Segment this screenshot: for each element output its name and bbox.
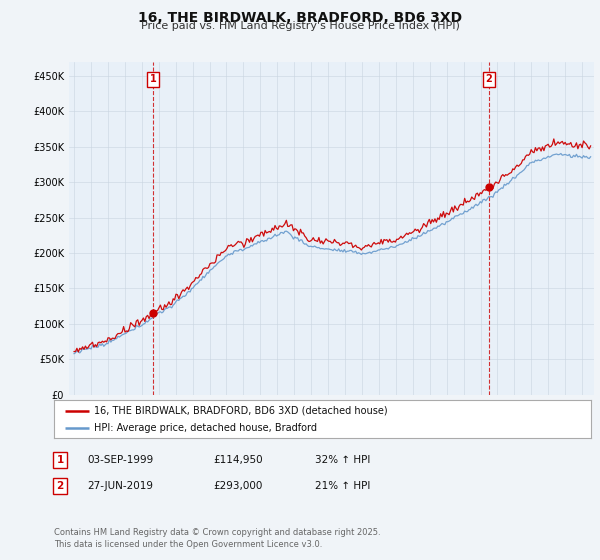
Text: 2: 2 <box>56 481 64 491</box>
Text: 16, THE BIRDWALK, BRADFORD, BD6 3XD (detached house): 16, THE BIRDWALK, BRADFORD, BD6 3XD (det… <box>94 405 388 416</box>
Text: HPI: Average price, detached house, Bradford: HPI: Average price, detached house, Brad… <box>94 423 317 433</box>
Text: 27-JUN-2019: 27-JUN-2019 <box>87 481 153 491</box>
Text: 16, THE BIRDWALK, BRADFORD, BD6 3XD: 16, THE BIRDWALK, BRADFORD, BD6 3XD <box>138 11 462 25</box>
Text: £293,000: £293,000 <box>213 481 262 491</box>
Text: Contains HM Land Registry data © Crown copyright and database right 2025.
This d: Contains HM Land Registry data © Crown c… <box>54 528 380 549</box>
Text: 2: 2 <box>485 74 493 85</box>
Text: £114,950: £114,950 <box>213 455 263 465</box>
Text: 32% ↑ HPI: 32% ↑ HPI <box>315 455 370 465</box>
Text: 1: 1 <box>56 455 64 465</box>
Text: 03-SEP-1999: 03-SEP-1999 <box>87 455 153 465</box>
Text: 21% ↑ HPI: 21% ↑ HPI <box>315 481 370 491</box>
Text: 1: 1 <box>150 74 157 85</box>
Text: Price paid vs. HM Land Registry's House Price Index (HPI): Price paid vs. HM Land Registry's House … <box>140 21 460 31</box>
